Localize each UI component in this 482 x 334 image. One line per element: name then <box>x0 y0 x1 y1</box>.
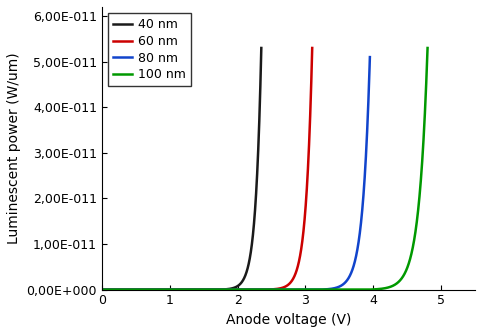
80 nm <box>343 280 348 284</box>
100 nm <box>406 262 412 266</box>
60 nm <box>261 288 267 292</box>
80 nm <box>367 55 373 59</box>
60 nm <box>99 288 105 292</box>
100 nm <box>366 288 372 292</box>
80 nm <box>351 263 357 267</box>
100 nm <box>425 46 430 50</box>
40 nm <box>237 282 243 286</box>
60 nm <box>257 288 263 292</box>
Line: 100 nm: 100 nm <box>102 48 428 290</box>
80 nm <box>360 201 366 205</box>
Line: 60 nm: 60 nm <box>102 48 312 290</box>
Line: 80 nm: 80 nm <box>102 57 370 290</box>
80 nm <box>285 288 291 292</box>
40 nm <box>258 46 264 50</box>
40 nm <box>252 205 258 209</box>
60 nm <box>302 210 308 214</box>
60 nm <box>294 269 299 273</box>
Y-axis label: Luminescent power (W/um): Luminescent power (W/um) <box>7 52 21 244</box>
100 nm <box>395 280 401 284</box>
Line: 40 nm: 40 nm <box>102 48 261 290</box>
40 nm <box>99 288 105 292</box>
60 nm <box>309 46 315 50</box>
40 nm <box>216 288 222 292</box>
40 nm <box>198 288 204 292</box>
X-axis label: Anode voltage (V): Anode voltage (V) <box>226 313 351 327</box>
60 nm <box>236 288 242 292</box>
100 nm <box>326 288 332 292</box>
80 nm <box>318 288 324 292</box>
40 nm <box>245 266 251 270</box>
40 nm <box>213 288 219 292</box>
100 nm <box>416 198 422 202</box>
80 nm <box>314 288 320 292</box>
80 nm <box>99 288 105 292</box>
Legend: 40 nm, 60 nm, 80 nm, 100 nm: 40 nm, 60 nm, 80 nm, 100 nm <box>108 13 191 87</box>
100 nm <box>361 288 367 292</box>
60 nm <box>285 283 291 287</box>
100 nm <box>99 288 105 292</box>
